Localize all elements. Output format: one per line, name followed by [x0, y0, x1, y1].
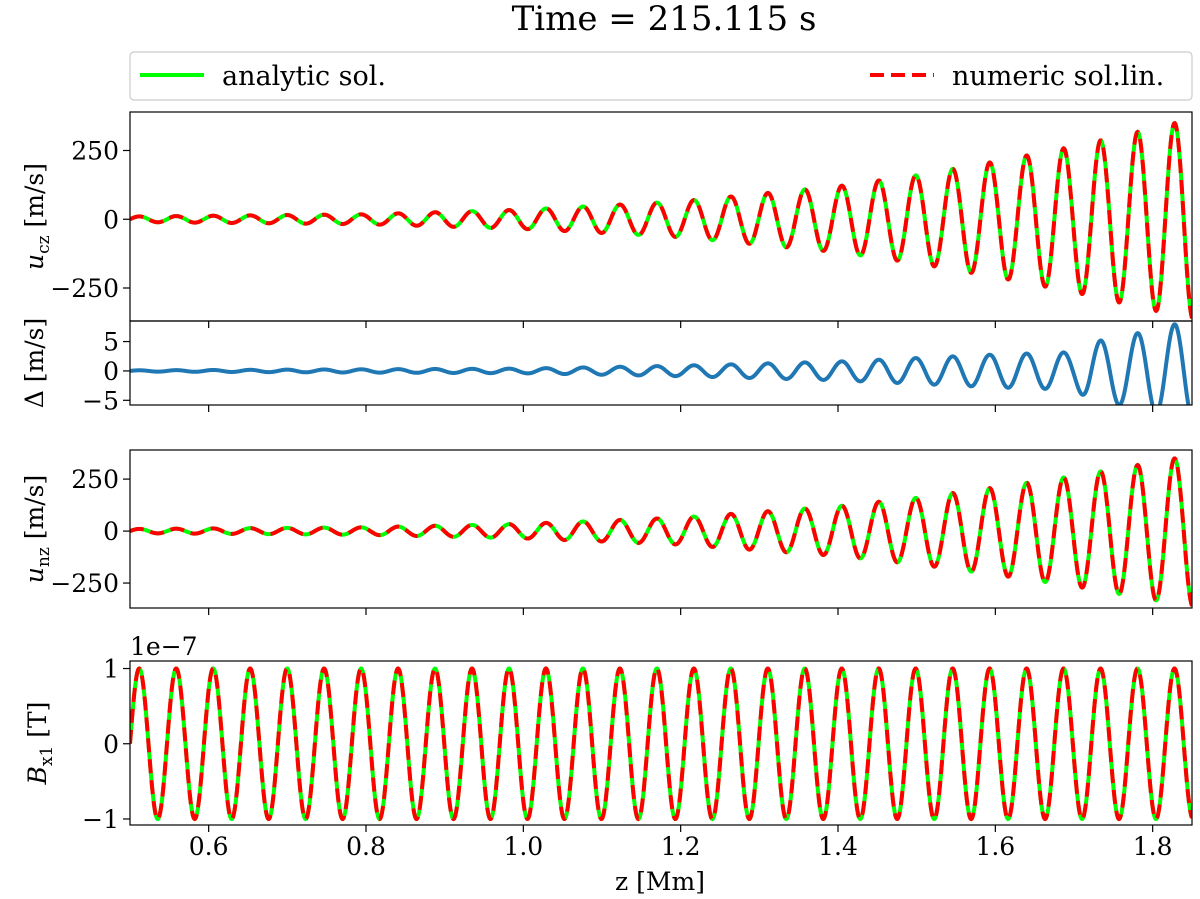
axes-frame [129, 320, 1193, 406]
series-line-numeric [130, 121, 1192, 319]
x-tick-label: 1.8 [1133, 832, 1173, 861]
panel-B_x1: 1 0 −1 0.6 0.8 1.0 1.2 1.4 1.6 1.8 1e−7 Bx1 [T] [23, 632, 1193, 861]
series-line-numeric [130, 456, 1192, 607]
panel-delta: 50−5 Δ [m/s] [20, 318, 1193, 415]
y-offset-label: 1e−7 [130, 632, 198, 661]
chart-title: Time = 215.115 s [512, 0, 817, 39]
legend-label-numeric: numeric sol.lin. [952, 61, 1164, 92]
x-tick-label: 1.0 [503, 832, 543, 861]
y-tick-label: 5 [103, 328, 119, 357]
y-tick-label: −250 [50, 569, 119, 598]
series-line-numeric [130, 666, 1192, 822]
x-tick-label: 1.2 [661, 832, 701, 861]
panel-u_cz: 250 0 −250 ucz [m/s] [20, 111, 1193, 328]
y-axis-label: ucz [m/s] [20, 163, 54, 270]
x-tick-label: 1.6 [975, 832, 1015, 861]
y-axis-label: unz [m/s] [20, 475, 54, 583]
y-tick-label: 0 [103, 517, 119, 546]
y-axis-label: Δ [m/s] [20, 318, 49, 408]
series-group [130, 322, 1191, 405]
series-group [130, 666, 1192, 822]
y-tick-label: 1 [103, 655, 119, 684]
series-group [130, 456, 1192, 607]
x-tick-label: 1.4 [818, 832, 858, 861]
series-line-analytic [130, 121, 1192, 319]
y-tick-label: 0 [103, 205, 119, 234]
legend-label-analytic: analytic sol. [222, 61, 386, 92]
y-tick-label: −1 [82, 805, 119, 834]
x-tick-label: 0.6 [189, 832, 229, 861]
y-tick-label: 0 [103, 357, 119, 386]
y-tick-label: −5 [82, 386, 119, 415]
x-tick-label: 0.8 [346, 832, 386, 861]
series-line-analytic [130, 456, 1192, 607]
axes-frame [129, 660, 1193, 826]
y-tick-label: 250 [71, 465, 119, 494]
series-group [130, 121, 1192, 319]
legend-frame [129, 51, 1193, 101]
legend: analytic sol. numeric sol.lin. [129, 51, 1193, 101]
y-tick-label: −250 [50, 274, 119, 303]
y-axis-label: Bx1 [T] [23, 702, 57, 786]
x-axis-label: z [Mm] [615, 867, 705, 896]
series-line-delta [130, 322, 1191, 405]
axes-frame [129, 449, 1193, 609]
y-tick-label: 250 [71, 137, 119, 166]
y-tick-label: 0 [103, 730, 119, 759]
